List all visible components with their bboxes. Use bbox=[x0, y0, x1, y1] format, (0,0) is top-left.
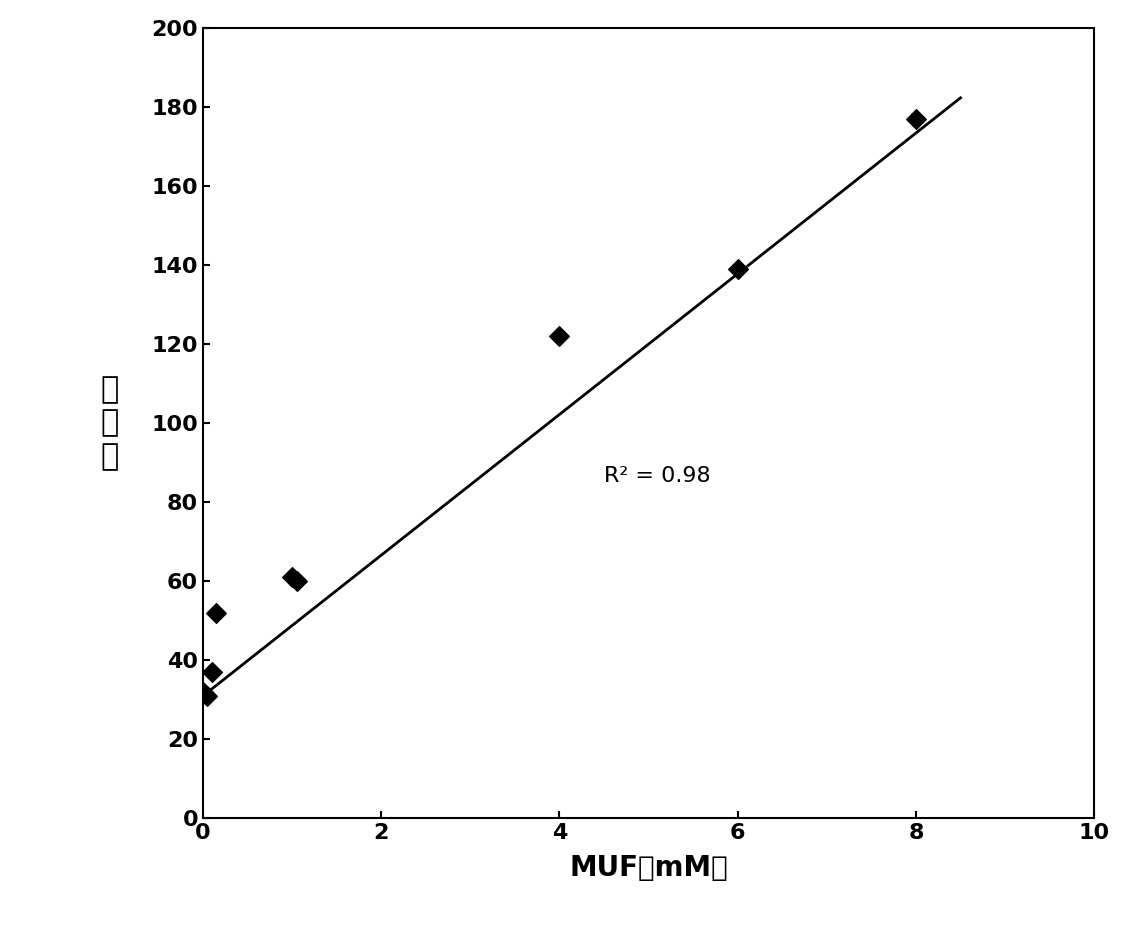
Point bbox=[194, 684, 212, 699]
Point bbox=[199, 688, 217, 703]
X-axis label: MUF（mM）: MUF（mM） bbox=[570, 855, 728, 883]
Point bbox=[283, 570, 301, 585]
Point bbox=[729, 261, 747, 276]
Point bbox=[288, 574, 306, 589]
Point bbox=[907, 112, 925, 126]
Text: R² = 0.98: R² = 0.98 bbox=[605, 467, 711, 486]
Point bbox=[203, 665, 221, 680]
Y-axis label: 灰
度
値: 灰 度 値 bbox=[100, 375, 118, 472]
Point bbox=[208, 605, 226, 620]
Point bbox=[550, 329, 569, 344]
